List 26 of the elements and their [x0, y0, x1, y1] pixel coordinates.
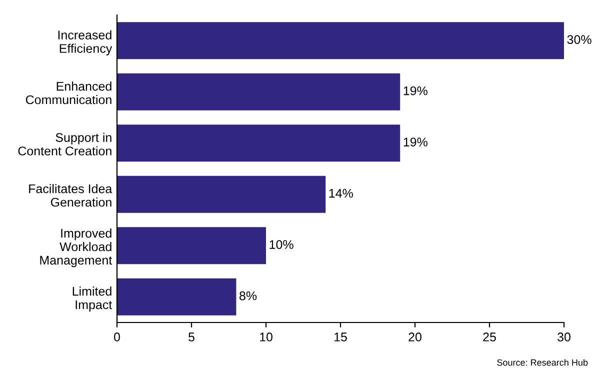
x-tick-label: 30	[558, 332, 570, 342]
data-label: 19%	[404, 138, 428, 146]
y-tick-label: Increased Efficiency	[58, 30, 112, 56]
source-note: Source: Research Hub	[497, 359, 588, 366]
data-label: 8%	[240, 291, 257, 300]
data-label: 14%	[329, 188, 353, 198]
x-tick-label: 15	[334, 332, 347, 342]
bar	[117, 22, 564, 60]
bar	[117, 124, 400, 162]
bar	[117, 176, 326, 213]
x-tick-label: 25	[483, 332, 496, 342]
bar	[117, 278, 236, 316]
data-label: 30%	[567, 35, 592, 44]
y-tick-label: Facilitates Idea Generation	[29, 184, 112, 207]
x-tick-label: 10	[260, 332, 272, 342]
y-tick-label: Support in Content Creation	[18, 132, 112, 156]
x-tick-label: 20	[408, 332, 422, 342]
data-label: 10%	[270, 240, 294, 249]
bar	[117, 73, 400, 110]
x-tick-label: 5	[188, 332, 194, 342]
y-tick-label: Limited Impact	[72, 286, 112, 312]
data-label: 19%	[404, 86, 428, 96]
y-tick-label: Improved Workload Management	[40, 228, 112, 268]
y-tick-label: Enhanced Communication	[26, 82, 112, 104]
bar	[117, 227, 266, 264]
x-tick-label: 0	[114, 332, 120, 342]
